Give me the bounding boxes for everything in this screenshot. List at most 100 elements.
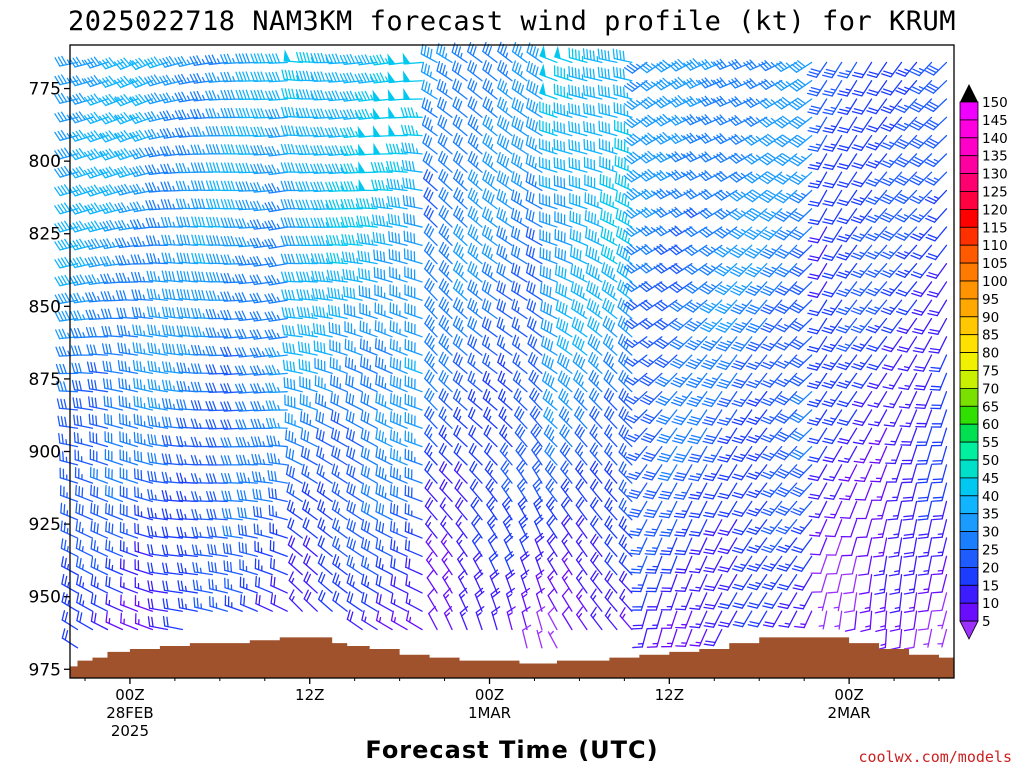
wind-barb bbox=[84, 220, 109, 233]
barb-feather bbox=[63, 557, 67, 569]
wind-barb bbox=[161, 306, 184, 320]
barb-feather bbox=[136, 378, 139, 390]
barb-feather bbox=[98, 115, 107, 125]
barb-feather bbox=[76, 415, 79, 426]
barb-feather bbox=[164, 199, 169, 210]
barb-feather bbox=[131, 289, 136, 300]
barb-feather bbox=[150, 361, 154, 372]
wind-barb bbox=[131, 306, 154, 320]
wind-barb bbox=[99, 238, 124, 250]
barb-feather bbox=[404, 521, 407, 533]
barb-feather bbox=[96, 505, 99, 517]
barb-feather bbox=[144, 59, 151, 69]
barb-feather bbox=[147, 342, 151, 354]
barb-staff bbox=[388, 152, 408, 155]
barb-feather bbox=[161, 306, 166, 318]
barb-feather bbox=[64, 238, 71, 248]
barb-feather bbox=[78, 485, 81, 497]
barb-feather bbox=[87, 378, 91, 390]
barb-feather bbox=[64, 611, 68, 623]
barb-feather bbox=[182, 145, 187, 156]
wind-barb bbox=[70, 345, 94, 356]
barb-feather bbox=[77, 432, 79, 444]
barb-feather bbox=[84, 151, 92, 161]
barb-half-feather bbox=[81, 78, 86, 84]
barb-feather bbox=[102, 186, 110, 196]
barb-half-feather bbox=[141, 205, 146, 211]
barb-feather bbox=[64, 575, 68, 587]
wind-barb bbox=[113, 57, 139, 70]
wind-barb bbox=[75, 502, 94, 521]
barb-feather bbox=[60, 111, 68, 121]
barb-feather bbox=[268, 504, 271, 516]
barb-feather bbox=[105, 611, 108, 623]
barb-feather bbox=[60, 538, 64, 549]
barb-staff bbox=[253, 445, 273, 448]
wind-barb bbox=[105, 502, 124, 521]
barb-feather bbox=[86, 344, 91, 355]
barb-feather bbox=[106, 378, 109, 390]
wind-barb bbox=[133, 431, 154, 448]
wind-barb bbox=[161, 416, 184, 429]
barb-feather bbox=[150, 434, 154, 445]
wind-barb bbox=[144, 56, 169, 69]
barb-feather bbox=[389, 447, 392, 459]
barb-feather bbox=[90, 538, 93, 550]
barb-feather bbox=[79, 415, 83, 427]
barb-feather bbox=[124, 343, 127, 355]
wind-barb bbox=[54, 274, 79, 287]
barb-feather bbox=[147, 360, 151, 372]
barb-feather bbox=[316, 341, 319, 352]
barb-half-feather bbox=[143, 384, 146, 391]
barb-feather bbox=[150, 288, 154, 300]
wind-barb bbox=[74, 467, 94, 484]
barb-feather bbox=[130, 271, 136, 283]
barb-feather bbox=[140, 451, 143, 463]
wind-barb bbox=[90, 556, 109, 576]
wind-barb bbox=[144, 128, 169, 140]
barb-feather bbox=[93, 166, 101, 176]
barb-feather bbox=[57, 130, 65, 141]
barb-feather bbox=[72, 258, 79, 268]
barb-feather bbox=[393, 412, 396, 424]
barb-feather bbox=[374, 338, 377, 349]
wind-barb bbox=[147, 433, 169, 448]
barb-feather bbox=[87, 58, 95, 68]
barb-feather bbox=[150, 57, 158, 67]
barb-feather bbox=[308, 361, 311, 373]
barb-feather bbox=[116, 324, 121, 336]
barb-feather bbox=[318, 394, 321, 405]
barb-feather bbox=[124, 183, 131, 194]
barb-half-feather bbox=[158, 348, 161, 355]
barb-feather bbox=[121, 396, 124, 408]
barb-feather bbox=[121, 255, 127, 266]
wind-barb bbox=[119, 485, 139, 503]
barb-feather bbox=[413, 215, 416, 226]
barb-feather bbox=[165, 325, 169, 336]
barb-feather bbox=[223, 560, 226, 571]
wind-barb bbox=[174, 73, 199, 85]
barb-feather bbox=[118, 272, 124, 283]
barb-feather bbox=[84, 240, 91, 250]
barb-half-feather bbox=[172, 221, 176, 228]
barb-feather bbox=[93, 594, 97, 606]
barb-feather bbox=[75, 538, 79, 549]
barb-feather bbox=[346, 286, 349, 298]
barb-feather bbox=[163, 146, 169, 157]
barb-feather bbox=[93, 148, 101, 158]
barb-feather bbox=[64, 147, 71, 157]
barb-feather bbox=[76, 610, 80, 622]
barb-feather bbox=[181, 127, 187, 138]
barb-feather bbox=[75, 380, 79, 391]
barb-feather bbox=[168, 362, 172, 373]
barb-feather bbox=[128, 115, 137, 125]
wind-barb bbox=[69, 129, 94, 142]
barb-feather bbox=[147, 616, 151, 627]
barb-feather bbox=[137, 254, 142, 265]
barb-feather bbox=[60, 257, 68, 267]
barb-half-feather bbox=[126, 205, 131, 212]
barb-half-feather bbox=[169, 495, 172, 502]
barb-feather bbox=[396, 468, 399, 480]
barb-feather bbox=[108, 540, 111, 552]
wind-barb bbox=[147, 616, 169, 631]
